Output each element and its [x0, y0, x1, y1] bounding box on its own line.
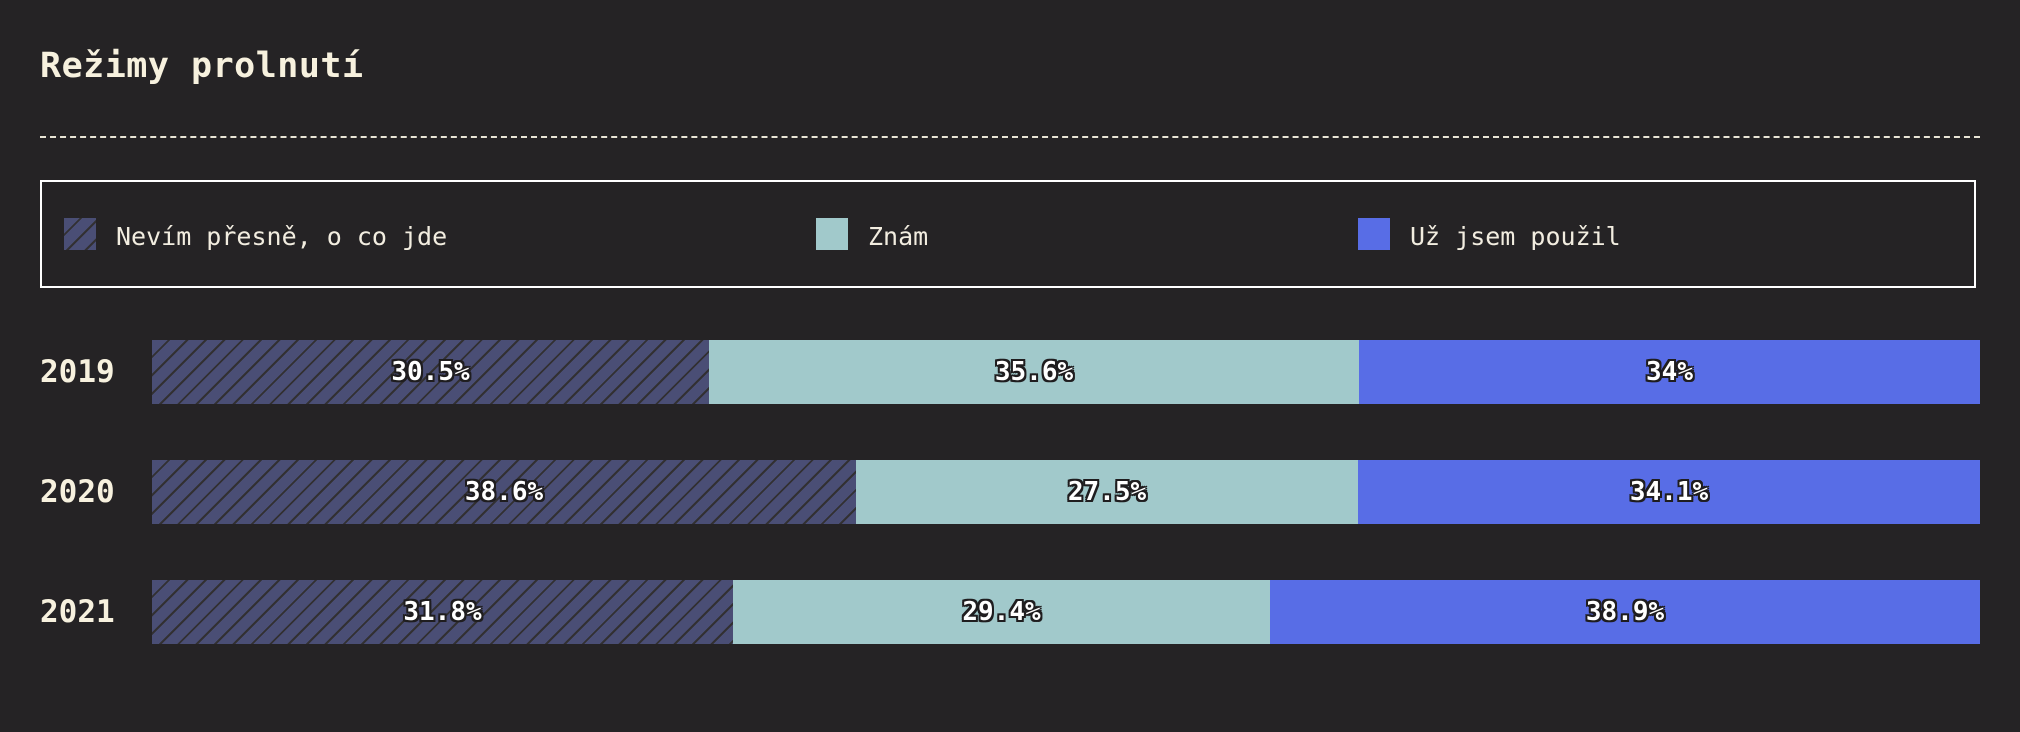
segment-used-2020 — [1358, 460, 1980, 524]
legend-label-used: Už jsem použil — [1410, 222, 1621, 251]
title-divider — [40, 136, 1980, 138]
category-label-2020: 2020 — [40, 474, 115, 510]
legend-label-unknown: Nevím přesně, o co jde — [116, 222, 448, 251]
segment-label-unknown-2020: 38.6% — [464, 477, 544, 507]
segment-label-known-2020: 27.5% — [1067, 477, 1147, 507]
category-label-2019: 2019 — [40, 354, 115, 390]
segment-label-unknown-2019: 30.5% — [391, 357, 470, 387]
segment-unknown-2020 — [152, 460, 856, 524]
segment-label-used-2020: 34.1% — [1629, 477, 1709, 507]
chart-title: Režimy prolnutí — [40, 46, 364, 86]
segment-unknown-2019 — [152, 340, 709, 404]
bar-row-2019: 30.5% 35.6% 34% — [152, 340, 1980, 404]
segment-label-known-2021: 29.4% — [962, 597, 1041, 627]
segment-label-used-2021: 38.9% — [1585, 597, 1665, 627]
bar-row-2020: 38.6% 27.5% 34.1% — [152, 460, 1980, 524]
segment-known-2020 — [856, 460, 1358, 524]
chart-legend: Nevím přesně, o co jde Znám Už jsem použ… — [40, 180, 1976, 288]
segment-label-used-2019: 34% — [1646, 357, 1693, 387]
legend-swatch-used — [1358, 218, 1390, 250]
segment-label-known-2019: 35.6% — [994, 357, 1074, 387]
segment-known-2019 — [709, 340, 1359, 404]
segment-known-2021 — [733, 580, 1270, 644]
segment-label-unknown-2021: 31.8% — [403, 597, 482, 627]
segment-unknown-2021 — [152, 580, 733, 644]
segment-used-2019 — [1359, 340, 1980, 404]
bar-row-2021: 31.8% 29.4% 38.9% — [152, 580, 1980, 644]
category-label-2021: 2021 — [40, 594, 115, 630]
legend-label-known: Znám — [868, 222, 929, 251]
legend-swatch-known — [816, 218, 848, 250]
segment-used-2021 — [1270, 580, 1980, 644]
legend-swatch-unknown — [64, 218, 96, 250]
